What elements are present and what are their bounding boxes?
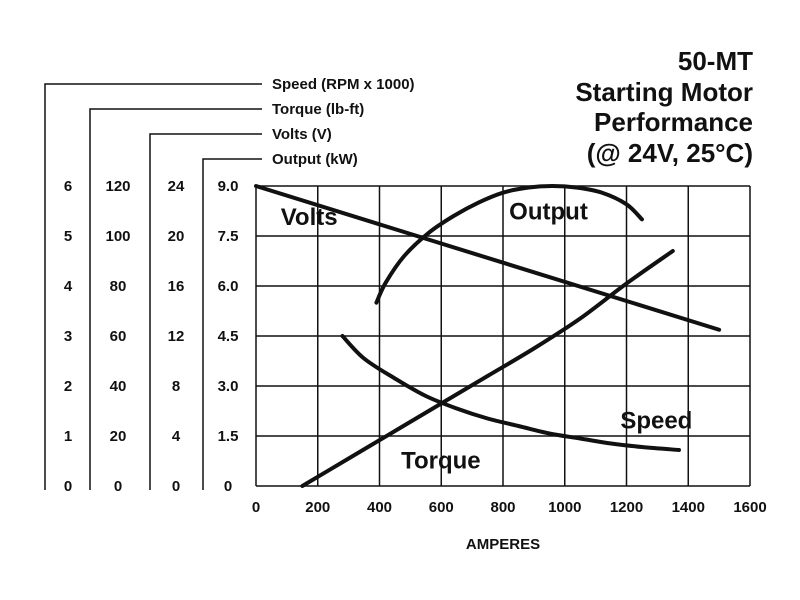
x-tick-labels: 0 200 400 600 800 1000 1200 1400 1600 xyxy=(252,499,767,516)
scale-bracket-line xyxy=(149,133,262,490)
y-tick-label: 2 xyxy=(64,378,72,395)
x-tick-label: 1400 xyxy=(672,499,705,516)
y-tick-label: 7.5 xyxy=(218,228,239,245)
y-tick-label: 24 xyxy=(168,178,185,195)
y-tick-label: 3.0 xyxy=(218,378,239,395)
x-tick-label: 800 xyxy=(490,499,515,516)
volts-curve xyxy=(254,184,722,332)
y-tick-label: 9.0 xyxy=(218,178,239,195)
scale-bracket-line xyxy=(44,83,262,490)
x-tick-label: 600 xyxy=(429,499,454,516)
x-tick-label: 200 xyxy=(305,499,330,516)
scale-label: Speed (RPM x 1000) xyxy=(272,76,415,93)
scale-bracket-line xyxy=(202,158,262,490)
x-tick-label: 1000 xyxy=(548,499,581,516)
y-tick-label: 12 xyxy=(168,328,185,345)
speed-curve xyxy=(340,334,681,452)
torque-curve-label: Torque xyxy=(401,448,481,475)
title-line: (@ 24V, 25°C) xyxy=(587,138,753,168)
scale-bracket-line xyxy=(89,108,262,490)
y-tick-label: 60 xyxy=(110,328,127,345)
y-tick-label: 1 xyxy=(64,428,72,445)
y-tick-label: 100 xyxy=(105,228,130,245)
y-tick-label: 20 xyxy=(168,228,185,245)
y-tick-label: 0 xyxy=(114,478,122,495)
y-tick-label: 8 xyxy=(172,378,180,395)
y-tick-label: 0 xyxy=(64,478,72,495)
title-line: 50-MT xyxy=(678,46,753,76)
scale-brackets xyxy=(44,83,262,490)
y-tick-label: 0 xyxy=(224,478,232,495)
y-tick-label: 6 xyxy=(64,178,72,195)
y-tick-label: 1.5 xyxy=(218,428,239,445)
x-tick-label: 0 xyxy=(252,499,260,516)
scale-label: Torque (lb-ft) xyxy=(272,101,364,118)
y-tick-label: 5 xyxy=(64,228,72,245)
x-tick-label: 1600 xyxy=(733,499,766,516)
x-tick-label: 400 xyxy=(367,499,392,516)
chart-series xyxy=(254,184,722,488)
y-tick-label: 4.5 xyxy=(218,328,239,345)
y-tick-label: 4 xyxy=(64,278,73,295)
y-tick-label: 120 xyxy=(105,178,130,195)
x-tick-label: 1200 xyxy=(610,499,643,516)
title-line: Performance xyxy=(594,107,753,137)
title-line: Starting Motor xyxy=(575,77,753,107)
y-tick-label: 4 xyxy=(172,428,181,445)
series-labels: Volts Output Torque Speed xyxy=(281,198,693,474)
y-tick-label: 40 xyxy=(110,378,127,395)
scale-label: Output (kW) xyxy=(272,151,358,168)
y-tick-label: 80 xyxy=(110,278,127,295)
chart-grid xyxy=(255,185,751,487)
y-tick-label: 20 xyxy=(110,428,127,445)
y-tick-label: 3 xyxy=(64,328,72,345)
torque-curve xyxy=(300,249,675,488)
scale-label: Volts (V) xyxy=(272,126,332,143)
y-tick-label: 0 xyxy=(172,478,180,495)
volts-curve-label: Volts xyxy=(281,204,338,231)
y-tick-labels: 01234560204060801001200481216202401.53.0… xyxy=(64,178,239,495)
output-curve-label: Output xyxy=(509,198,588,225)
y-tick-label: 6.0 xyxy=(218,278,239,295)
scale-labels: Speed (RPM x 1000) Torque (lb-ft) Volts (V… xyxy=(272,76,415,168)
x-axis-label: AMPERES xyxy=(466,536,540,553)
speed-curve-label: Speed xyxy=(620,408,692,435)
y-tick-label: 16 xyxy=(168,278,185,295)
output-curve xyxy=(374,184,644,305)
